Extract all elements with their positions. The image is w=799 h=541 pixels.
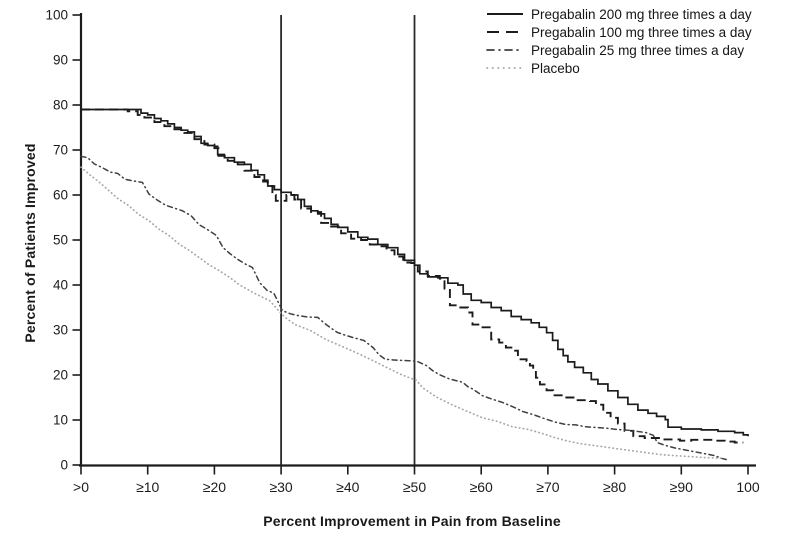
y-tick-label: 20	[53, 368, 68, 383]
x-tick-label: ≥10	[136, 479, 159, 495]
x-tick-label: ≥60	[470, 479, 493, 495]
legend-item: Pregabalin 100 mg three times a day	[486, 23, 752, 41]
x-tick-label: ≥30	[269, 479, 292, 495]
x-tick-label: 100	[736, 479, 760, 495]
x-tick-label: ≥40	[336, 479, 359, 495]
legend-item: Pregabalin 200 mg three times a day	[486, 5, 752, 23]
series-line-pregabalin-100-mg-three-times-a-day	[81, 108, 744, 444]
legend-label: Pregabalin 200 mg three times a day	[531, 6, 752, 22]
legend-label: Placebo	[531, 60, 580, 76]
x-tick-label: ≥50	[403, 479, 426, 495]
y-tick-label: 0	[60, 458, 68, 473]
y-tick-label: 10	[53, 413, 68, 428]
legend-item: Pregabalin 25 mg three times a day	[486, 41, 752, 59]
legend: Pregabalin 200 mg three times a day Preg…	[486, 5, 752, 77]
y-tick-label: 60	[53, 188, 68, 203]
series-line-placebo	[80, 166, 723, 460]
x-tick-label: ≥70	[536, 479, 559, 495]
y-axis-title: Percent of Patients Improved	[22, 143, 38, 343]
dash-dot-line-icon	[486, 49, 524, 51]
y-tick-label: 30	[53, 323, 68, 338]
y-tick-label: 100	[45, 8, 68, 23]
x-tick-label: ≥90	[670, 479, 693, 495]
legend-label: Pregabalin 100 mg three times a day	[531, 24, 752, 40]
x-tick-label: ≥80	[603, 479, 626, 495]
solid-line-icon	[487, 13, 523, 15]
dotted-line-icon	[486, 67, 524, 69]
y-tick-label: 40	[53, 278, 68, 293]
legend-label: Pregabalin 25 mg three times a day	[531, 42, 745, 58]
dashed-line-icon	[487, 31, 523, 33]
series-line-pregabalin-25-mg-three-times-a-day	[80, 155, 728, 461]
x-tick-label: >0	[73, 479, 89, 495]
legend-item: Placebo	[486, 59, 752, 77]
y-tick-label: 50	[53, 233, 68, 248]
y-tick-label: 90	[53, 53, 68, 68]
y-tick-label: 70	[53, 143, 68, 158]
x-tick-label: ≥20	[203, 479, 226, 495]
y-tick-label: 80	[53, 98, 68, 113]
x-axis-title: Percent Improvement in Pain from Baselin…	[263, 513, 561, 529]
